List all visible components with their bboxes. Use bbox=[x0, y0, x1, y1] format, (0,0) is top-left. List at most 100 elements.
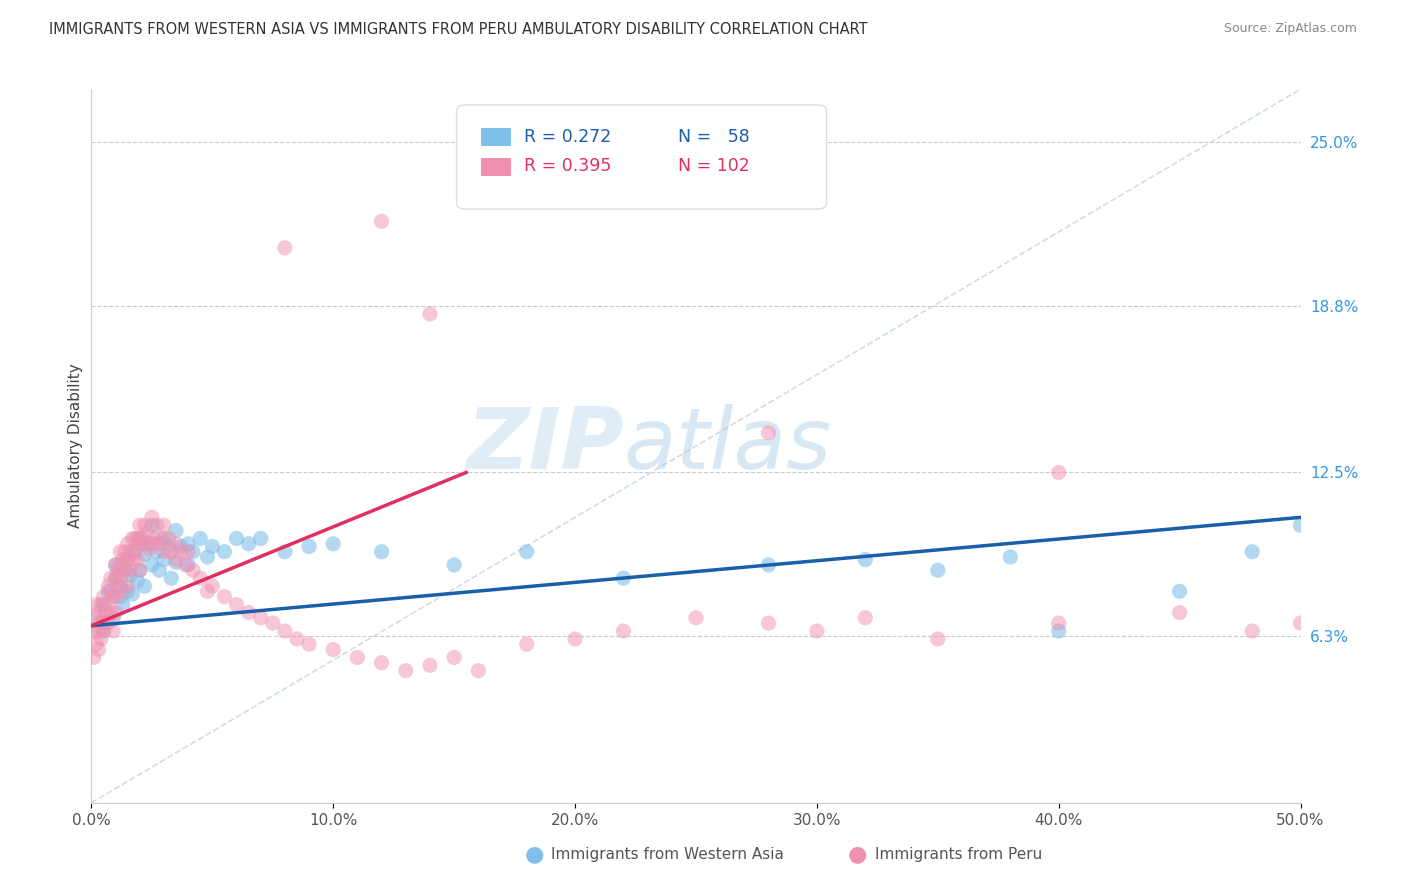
Point bbox=[197, 549, 219, 564]
Point bbox=[141, 537, 163, 551]
Point bbox=[1241, 624, 1264, 638]
Point bbox=[249, 611, 271, 625]
Point bbox=[111, 584, 134, 599]
Point bbox=[165, 552, 187, 566]
Point bbox=[128, 532, 150, 546]
Point bbox=[170, 540, 193, 554]
Point bbox=[141, 518, 163, 533]
Text: Source: ZipAtlas.com: Source: ZipAtlas.com bbox=[1223, 22, 1357, 36]
Point bbox=[225, 532, 247, 546]
Point bbox=[111, 598, 134, 612]
Point bbox=[84, 598, 107, 612]
Point bbox=[100, 606, 122, 620]
Point bbox=[110, 579, 132, 593]
Point bbox=[138, 542, 160, 557]
Point bbox=[165, 524, 187, 538]
Point bbox=[110, 545, 132, 559]
Point bbox=[214, 590, 236, 604]
Point bbox=[121, 532, 143, 546]
Point bbox=[443, 558, 465, 572]
Point bbox=[90, 598, 112, 612]
Point bbox=[93, 598, 115, 612]
Point bbox=[138, 537, 160, 551]
Point bbox=[685, 611, 707, 625]
Point bbox=[107, 579, 129, 593]
Point bbox=[322, 642, 344, 657]
Point bbox=[467, 664, 489, 678]
Point bbox=[150, 532, 173, 546]
Point bbox=[153, 552, 176, 566]
Text: Immigrants from Western Asia: Immigrants from Western Asia bbox=[551, 847, 785, 862]
Point bbox=[157, 532, 180, 546]
Point bbox=[93, 624, 115, 638]
Point bbox=[174, 558, 197, 572]
Point bbox=[370, 545, 392, 559]
Point bbox=[104, 558, 127, 572]
Point bbox=[188, 532, 211, 546]
Point bbox=[564, 632, 586, 646]
Point bbox=[134, 537, 156, 551]
Text: R = 0.272: R = 0.272 bbox=[524, 128, 612, 146]
Point bbox=[1241, 545, 1264, 559]
Point bbox=[134, 518, 156, 533]
Point bbox=[114, 563, 136, 577]
Point bbox=[419, 658, 441, 673]
Point bbox=[100, 571, 122, 585]
Text: ●: ● bbox=[848, 845, 868, 864]
Point bbox=[84, 637, 107, 651]
Point bbox=[97, 584, 120, 599]
Point bbox=[111, 552, 134, 566]
Point bbox=[87, 624, 110, 638]
Text: Immigrants from Peru: Immigrants from Peru bbox=[875, 847, 1042, 862]
Point bbox=[117, 552, 139, 566]
Point bbox=[104, 606, 127, 620]
Point bbox=[134, 547, 156, 561]
Point bbox=[104, 590, 127, 604]
Point bbox=[238, 606, 260, 620]
Point bbox=[120, 563, 142, 577]
Point bbox=[110, 590, 132, 604]
Text: N =   58: N = 58 bbox=[678, 128, 749, 146]
Point bbox=[94, 616, 117, 631]
Point bbox=[131, 532, 153, 546]
Point bbox=[1047, 624, 1070, 638]
Point bbox=[104, 571, 127, 585]
Point bbox=[160, 545, 183, 559]
Point bbox=[285, 632, 308, 646]
Point bbox=[806, 624, 828, 638]
Point bbox=[120, 545, 142, 559]
Point bbox=[927, 632, 949, 646]
Point bbox=[127, 574, 149, 588]
FancyBboxPatch shape bbox=[457, 105, 827, 209]
Point bbox=[124, 545, 146, 559]
Point bbox=[97, 598, 120, 612]
Point bbox=[101, 590, 124, 604]
Point bbox=[1289, 616, 1312, 631]
Point bbox=[93, 624, 115, 638]
Point bbox=[758, 616, 780, 631]
Point bbox=[188, 571, 211, 585]
Point bbox=[145, 545, 167, 559]
Point bbox=[153, 518, 176, 533]
Point bbox=[322, 537, 344, 551]
Point bbox=[148, 563, 170, 577]
Point bbox=[516, 545, 538, 559]
Point bbox=[1168, 584, 1191, 599]
Point bbox=[121, 552, 143, 566]
Point bbox=[127, 532, 149, 546]
Text: atlas: atlas bbox=[623, 404, 831, 488]
FancyBboxPatch shape bbox=[481, 159, 510, 177]
Point bbox=[153, 532, 176, 546]
Point bbox=[114, 563, 136, 577]
Y-axis label: Ambulatory Disability: Ambulatory Disability bbox=[67, 364, 83, 528]
Point bbox=[136, 526, 159, 541]
Point bbox=[124, 545, 146, 559]
Text: ZIP: ZIP bbox=[465, 404, 623, 488]
Text: IMMIGRANTS FROM WESTERN ASIA VS IMMIGRANTS FROM PERU AMBULATORY DISABILITY CORRE: IMMIGRANTS FROM WESTERN ASIA VS IMMIGRAN… bbox=[49, 22, 868, 37]
Point bbox=[83, 624, 105, 638]
Point bbox=[853, 611, 876, 625]
Point bbox=[117, 552, 139, 566]
Point bbox=[128, 563, 150, 577]
Point bbox=[165, 555, 187, 569]
Point bbox=[157, 540, 180, 554]
